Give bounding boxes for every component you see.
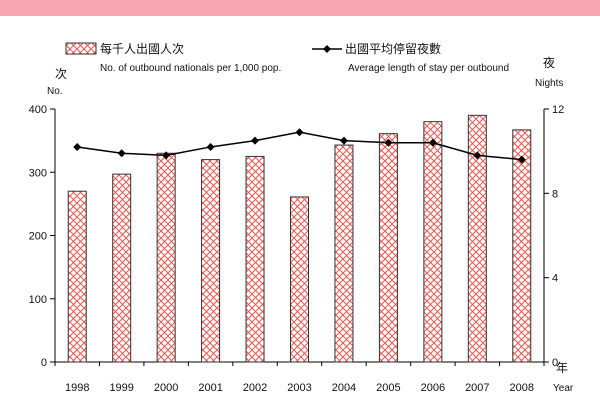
x-label-en: Year	[553, 383, 574, 394]
x-tick-label: 2001	[198, 382, 222, 394]
bar-1998	[67, 190, 87, 363]
y-left-tick-label: 400	[29, 104, 47, 116]
x-tick-label: 1998	[65, 382, 89, 394]
bar-2003	[290, 196, 309, 363]
legend-bar-label-zh: 每千人出國人次	[100, 41, 184, 56]
x-tick-label: 2003	[287, 382, 311, 394]
x-tick-label: 2008	[510, 382, 534, 394]
bar-2006	[423, 121, 443, 363]
stay-line	[77, 131, 522, 161]
bar-2007	[467, 114, 487, 363]
legend-line-label-zh: 出國平均停留夜數	[345, 41, 441, 56]
x-tick-label: 2004	[332, 382, 356, 394]
bar-2001	[201, 159, 221, 363]
legend-bar-swatch	[65, 42, 97, 55]
y-left-tick-label: 100	[29, 294, 47, 306]
bar-2000	[156, 152, 176, 363]
y-right-tick-label: 4	[552, 273, 558, 285]
legend-bar-label-en: No. of outbound nationals per 1,000 pop.	[100, 63, 281, 74]
stay-point-2004	[339, 136, 348, 145]
stay-point-2000	[162, 151, 171, 160]
x-tick-label: 2005	[376, 382, 400, 394]
bar-2008	[512, 129, 532, 363]
stay-point-1999	[117, 149, 126, 158]
stay-point-2007	[473, 151, 482, 160]
y-left-label-en: No.	[47, 86, 63, 97]
stay-point-2005	[384, 138, 393, 147]
y-right-tick-label: 12	[552, 104, 564, 116]
stay-point-2002	[251, 136, 260, 145]
x-tick-label: 1999	[109, 382, 133, 394]
y-left-tick-label: 300	[29, 167, 47, 179]
y-left-tick-label: 0	[41, 357, 47, 369]
stay-point-1998	[73, 142, 82, 151]
stay-point-2001	[206, 142, 215, 151]
bar-2004	[334, 144, 354, 363]
stay-point-2006	[428, 138, 437, 147]
y-left-tick-label: 200	[29, 231, 47, 243]
bar-2005	[378, 133, 398, 363]
y-right-label-zh: 夜	[543, 55, 555, 70]
header-band	[0, 0, 600, 16]
y-left-label-zh: 次	[55, 67, 67, 81]
y-right-tick-label: 8	[552, 188, 558, 200]
x-tick-label: 2007	[465, 382, 489, 394]
legend-line-label-en: Average length of stay per outbound	[348, 63, 509, 74]
x-tick-label: 2006	[421, 382, 445, 394]
y-right-label-en: Nights	[535, 78, 563, 89]
legend-diamond-marker	[323, 45, 331, 53]
x-label-zh: 年	[556, 361, 568, 375]
stay-point-2008	[517, 155, 526, 164]
bar-2002	[245, 155, 265, 363]
stay-point-2003	[295, 128, 304, 137]
x-tick-label: 2000	[154, 382, 178, 394]
y-right-tick-label: 0	[552, 357, 558, 369]
bar-1999	[112, 173, 132, 363]
x-tick-label: 2002	[243, 382, 267, 394]
